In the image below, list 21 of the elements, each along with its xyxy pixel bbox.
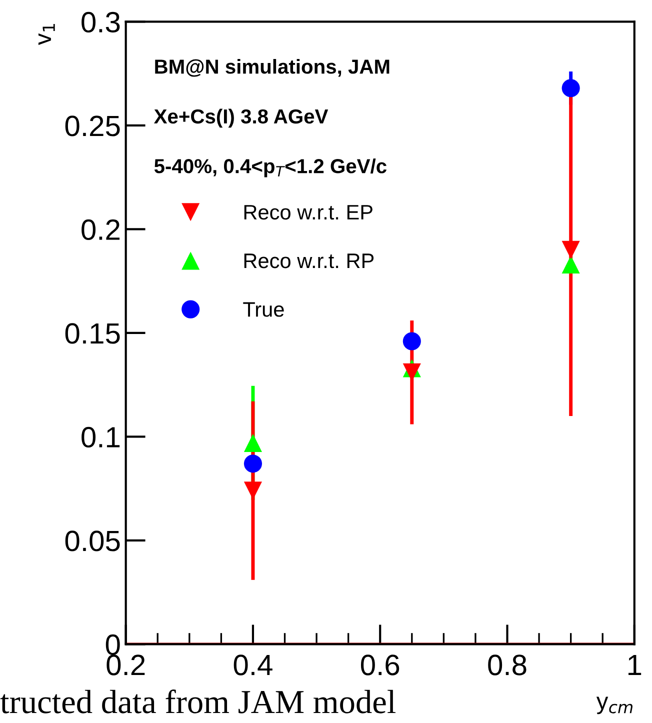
annotation: BM@N simulations, JAM (155, 58, 390, 77)
y-tick-label: 0 (106, 634, 120, 656)
x-tick-label: 0.2 (106, 654, 145, 676)
annotation: Xe+Cs(I) 3.8 AGeV (154, 108, 328, 128)
legend-label: Reco w.r.t. EP (244, 205, 372, 220)
x-tick-label: 0.4 (234, 654, 272, 676)
y-tick-label: 0.15 (65, 323, 120, 344)
y-tick-label: 0.2 (82, 219, 120, 240)
y-axis-title: v$_{1}$ (38, 24, 55, 45)
x-axis-title: y$_{cm}$ (596, 696, 632, 714)
legend-label: True (243, 302, 284, 317)
text: tructed data from JAM model (0, 690, 396, 714)
x-tick-label: 0.8 (488, 654, 526, 676)
y-tick-label: 0.1 (82, 426, 120, 448)
legend-label: Reco w.r.t. RP (244, 254, 374, 268)
y-tick-label: 0.3 (82, 12, 120, 33)
x-tick-label: 0.6 (360, 654, 400, 676)
y-tick-label: 0.05 (65, 530, 120, 552)
annotation: 5-40%, 0.4<p$_{T}$<1.2 GeV/c (154, 158, 386, 178)
x-tick-label: 1 (628, 654, 642, 676)
y-tick-label: 0.25 (65, 116, 120, 136)
